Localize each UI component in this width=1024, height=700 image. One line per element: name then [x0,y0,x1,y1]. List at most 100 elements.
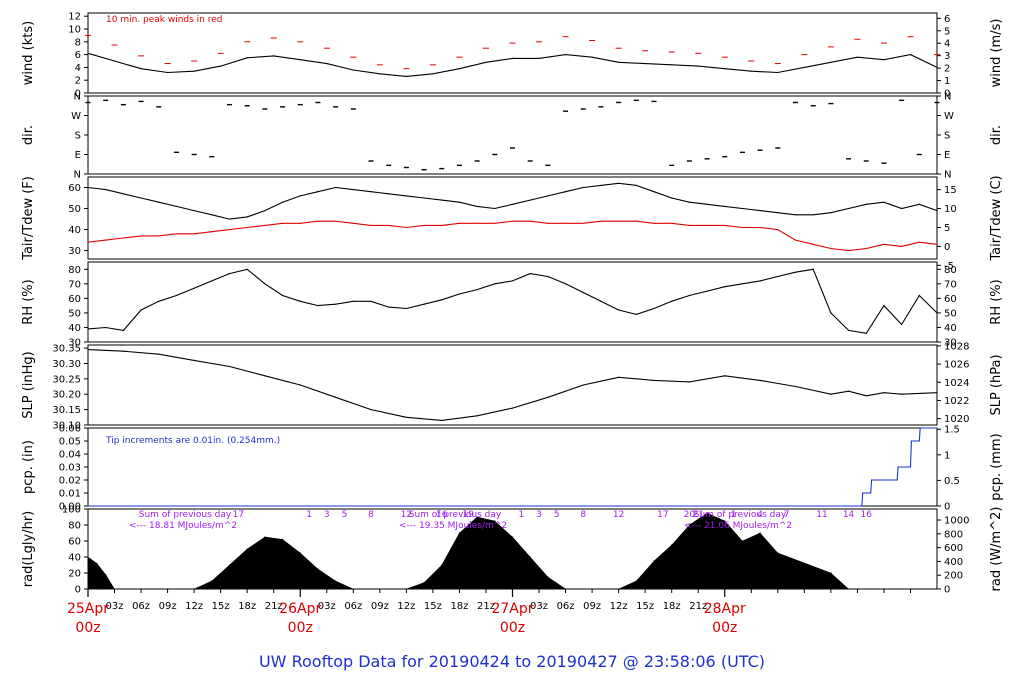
air-temp-line-point [565,191,567,193]
radiation-point [511,536,514,538]
radiation-point [936,588,938,590]
wind-speed-line-point [565,54,567,56]
radiation-point [865,588,867,590]
x-day-hour: 00z [712,620,737,636]
dewpoint-line-point [140,235,142,237]
dewpoint-line-point [529,220,531,222]
rh-left-tick-label: 60 [68,294,81,305]
slp-line-point [848,390,850,392]
air-temp-line-point [211,214,213,216]
wind-speed-line-point [273,55,275,57]
radiation-point [441,564,443,566]
temp-right-tick-label: 10 [944,204,957,215]
dewpoint-line-point [865,247,867,250]
rad-sum-value: <--- 19.35 MJoules/m^2 [399,521,507,531]
x-hour-label: 06z [132,601,150,612]
air-temp-line-point [848,207,850,210]
rh-right-tick-label: 80 [944,265,957,276]
rh-left-tick-label: 80 [68,265,81,276]
slp-right-tick-label: 1022 [944,396,969,407]
wind-speed-line-point [538,57,540,60]
wind-frame [87,12,938,94]
dewpoint-line-point [458,222,460,224]
rad-right-tick-label: 800 [944,529,963,540]
rh-line-point [865,332,867,334]
slp-line-point [883,392,885,394]
wind-left-tick-label: 10 [68,25,81,36]
slp-right-tick-label: 1028 [944,341,969,352]
slp-left-label: SLP (inHg) [21,351,36,419]
x-hour-label: 06z [344,601,362,612]
rh-line-point [671,300,673,302]
rh-right-tick-label: 50 [944,308,957,319]
dir-left-tick-label: S [75,131,81,142]
rad-hour-mark: 8 [368,510,374,520]
rh-right-label: RH (%) [989,279,1004,324]
wind-left-tick-label: 0 [75,89,81,100]
precip-line-point [918,440,920,442]
pcp-left-tick-label: 0.00 [59,502,81,513]
radiation-point [228,564,231,566]
rad-left-tick-label: 20 [68,569,81,580]
air-temp-line-point [706,203,708,205]
rh-left-tick-label: 40 [68,323,81,334]
slp-line-point [441,419,443,421]
rh-line-point [511,280,514,282]
slp-left-tick-label: 30.30 [52,359,81,370]
temp-frame [87,176,938,260]
precip-line-point [896,479,898,481]
dir-right-tick-label: N [944,170,951,181]
x-hour-label: 18z [450,601,468,612]
air-temp-line-point [759,210,761,212]
rh-line-point [458,293,460,295]
wind-speed-line-point [883,59,885,61]
rad-hour-mark: 11 [816,510,827,520]
rad-right-tick-label: 0 [944,585,950,596]
radiation-point [671,544,673,546]
dir-left-label: dir. [21,125,36,145]
slp-frame [87,344,938,426]
temp-right-label: Tair/Tdew (C) [989,175,1004,261]
rad-hour-mark: 19 [463,510,475,520]
dewpoint-line-point [476,222,478,224]
x-day-hour: 00z [288,620,313,636]
rad-hour-mark: 16 [436,510,448,520]
air-temp-line-point [335,186,337,189]
radiation-point [211,580,213,582]
radiation-point [246,548,248,550]
dir-left-tick-label: E [75,150,81,161]
radiation-point [777,552,779,554]
wind-right-tick-label: 6 [944,14,950,25]
dewpoint-line-point [299,222,301,224]
rh-line-point [299,300,301,302]
temp-panel: Tair/Tdew (F) Tair/Tdew (C) 30 40 50 60 -5 0 5 10… [21,175,1004,271]
air-temp-line-point [741,207,744,210]
temp-right-tick-label: 5 [944,223,950,234]
dewpoint-line [87,220,938,252]
wind-speed-line-point [909,54,912,56]
wind-speed-line-point [113,60,116,62]
pcp-right-tick-label: 1 [944,450,950,461]
dewpoint-line-point [600,220,602,222]
x-hour-label: 12z [397,601,415,612]
radiation-point [299,552,301,554]
radiation-point [848,588,850,590]
wind-speed-line-point [644,63,646,65]
rh-line-point [246,268,248,270]
slp-line-point [865,395,867,397]
pcp-right-tick-label: 0.5 [944,476,960,487]
rh-line-point [812,268,814,270]
rad-left-tick-label: 100 [62,505,81,516]
slp-left-tick-label: 30.25 [52,374,81,385]
rh-line-point [600,300,602,302]
rh-line-point [918,294,920,297]
rad-right-tick-label: 600 [944,543,963,554]
air-temp-line-point [405,195,407,197]
slp-line-point [299,384,301,386]
wind-speed-line-point [432,73,434,75]
rh-line-point [105,326,107,329]
wind-left-tick-label: 2 [75,76,81,87]
air-temp-line-point [441,199,443,201]
dewpoint-line-point [423,224,425,226]
rh-line-point [582,291,584,294]
